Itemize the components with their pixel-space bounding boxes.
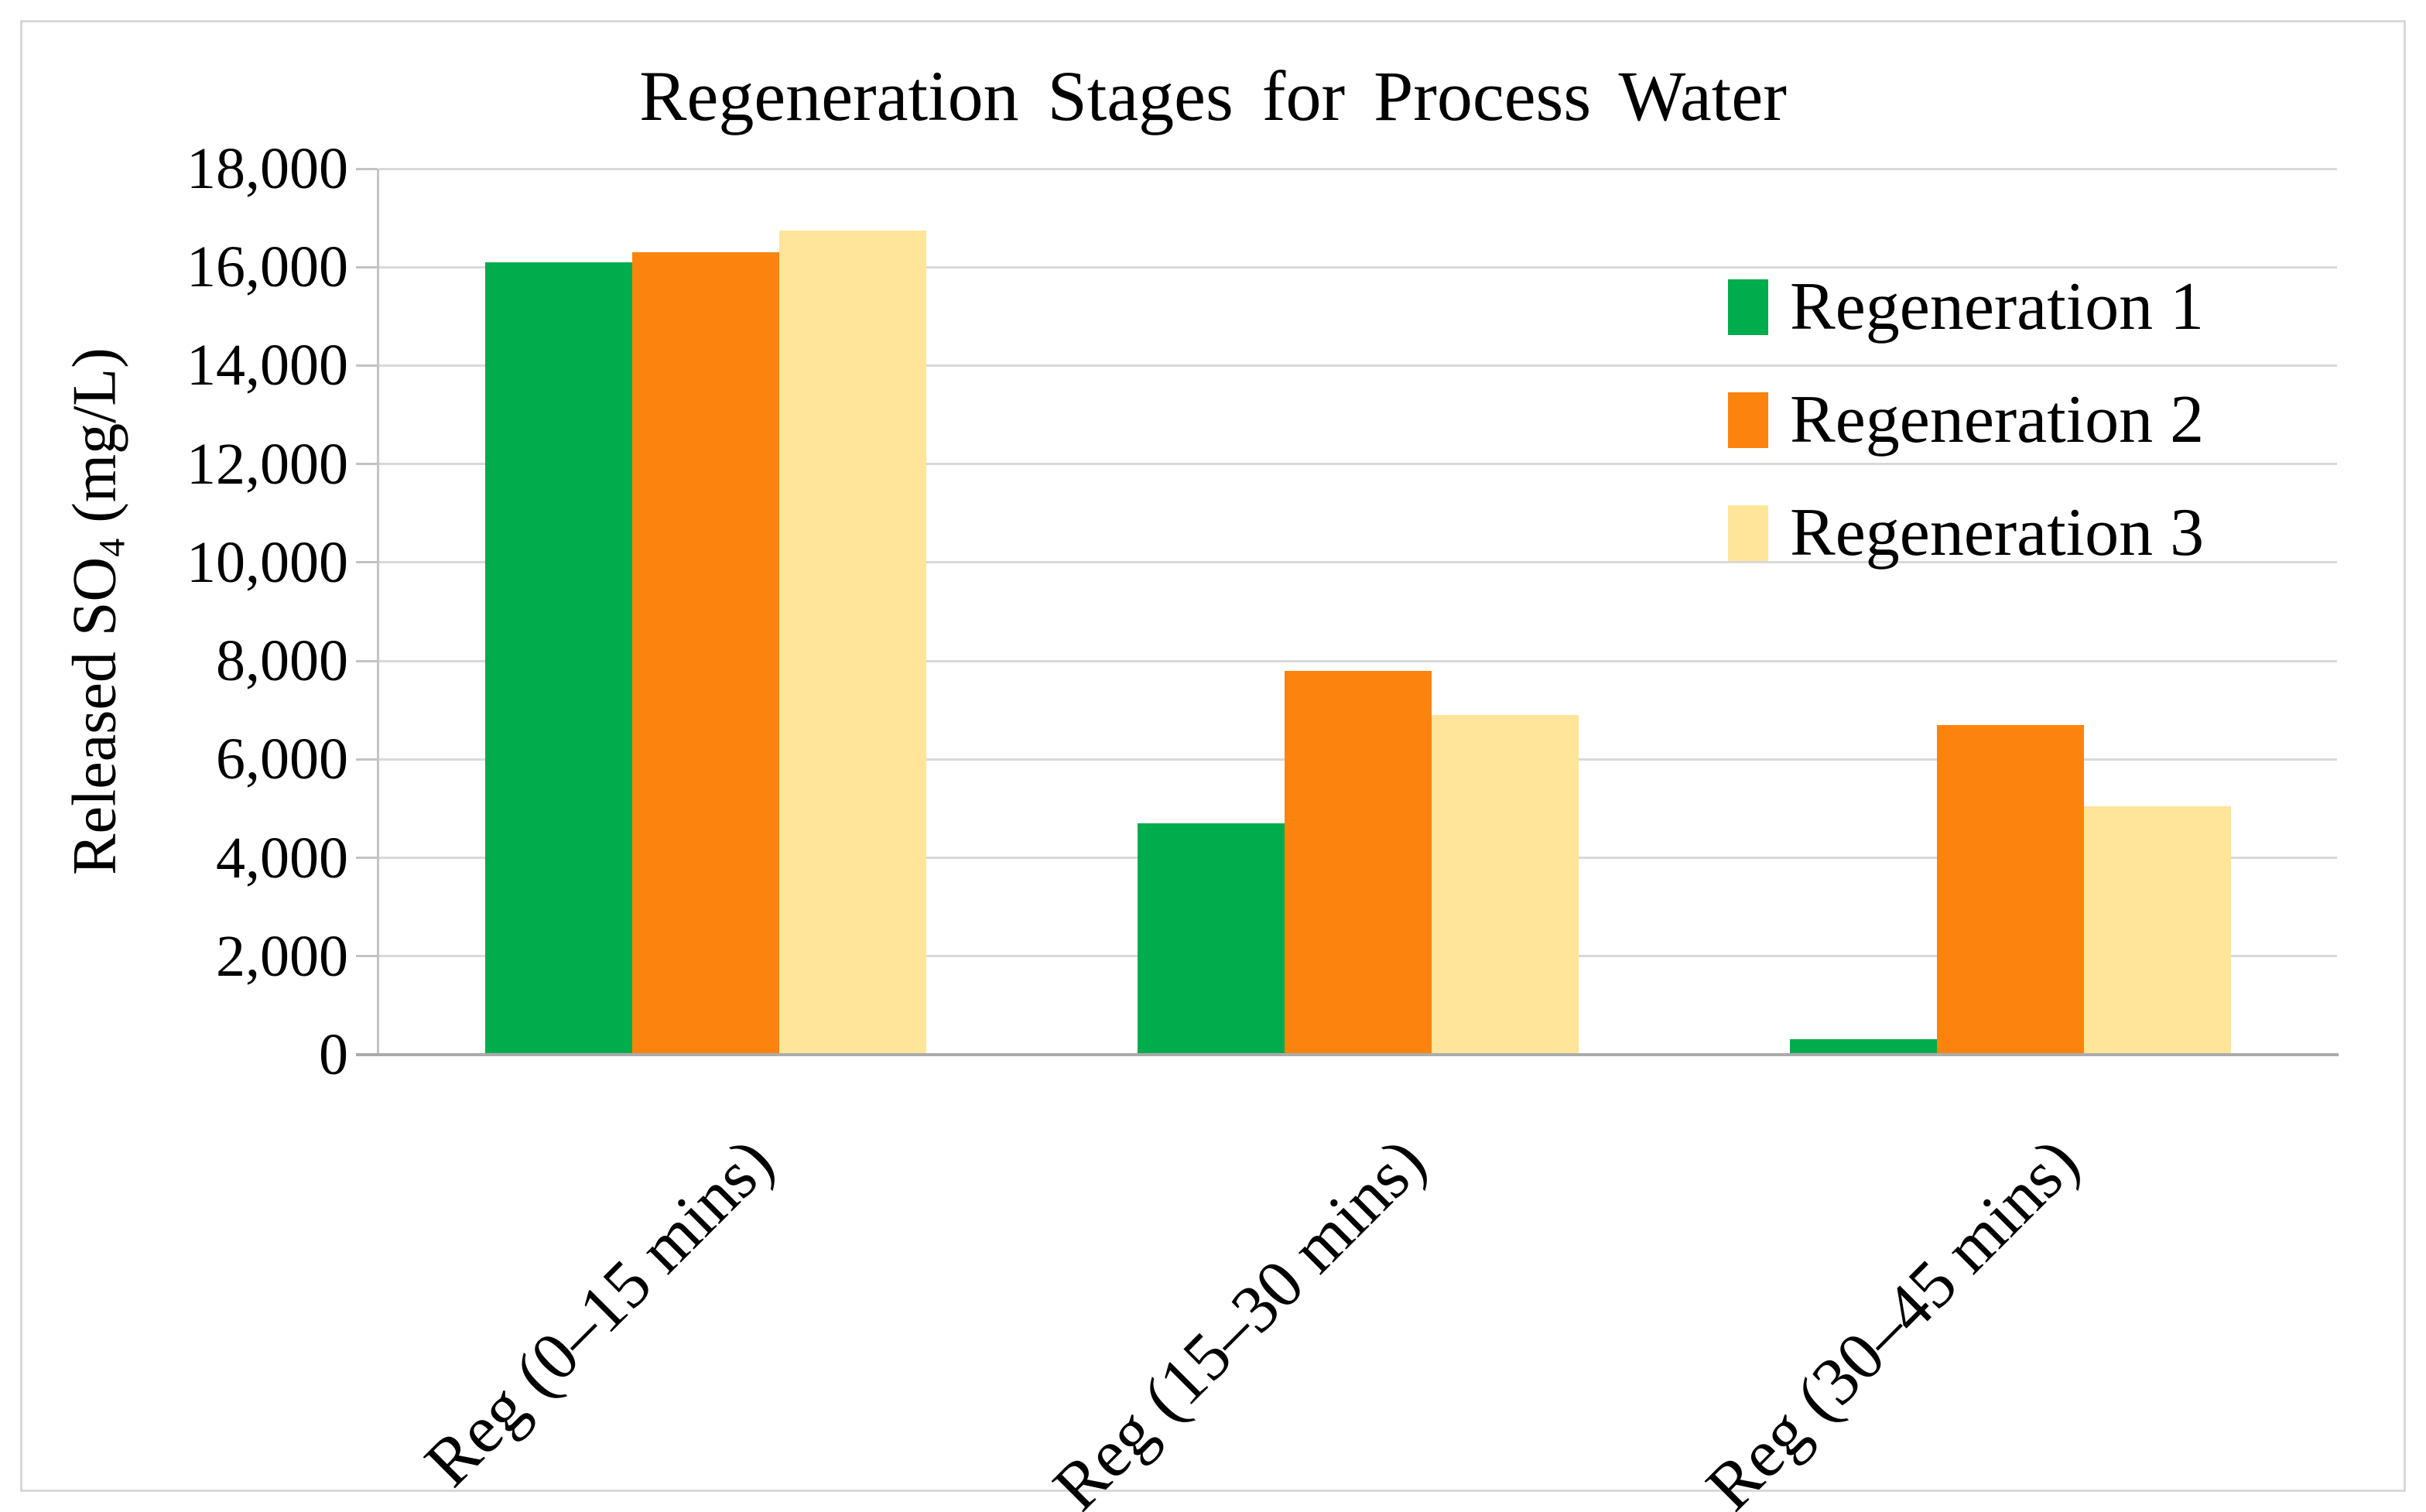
bar-series2-cat1 [631,252,779,1055]
y-axis-title-text: Released SO [60,556,129,875]
gridline-18000 [379,167,2337,170]
legend-label: Regeneration 3 [1790,495,2205,570]
y-tick-6000 [356,758,378,761]
gridline-16000 [379,265,2337,269]
legend-swatch-icon [1728,505,1768,561]
x-axis-line [356,1053,2339,1056]
y-tick-label-4000: 4,000 [216,825,348,891]
bar-series1-cat2 [1138,823,1285,1055]
legend-item-1: Regeneration 1 [1728,272,2204,342]
y-axis-title-subscript: 4 [91,538,133,557]
y-tick-label-6000: 6,000 [216,727,348,792]
y-tick-14000 [356,364,378,367]
gridline-8000 [379,659,2337,662]
bar-series1-cat3 [1790,1038,1938,1055]
y-tick-label-2000: 2,000 [216,923,348,989]
y-tick-16000 [356,265,378,269]
y-axis-title-units: (mg/L) [60,347,129,539]
legend-swatch-icon [1728,279,1768,335]
bar-series3-cat2 [1432,715,1579,1055]
y-tick-label-14000: 14,000 [186,333,348,399]
legend: Regeneration 1 Regeneration 2 Regeneration… [1728,272,2204,568]
bar-series2-cat2 [1285,670,1432,1055]
legend-label: Regeneration 1 [1790,269,2205,344]
y-tick-10000 [356,561,378,564]
y-tick-label-8000: 8,000 [216,628,348,694]
y-tick-2000 [356,955,378,958]
gridline-12000 [379,463,2337,466]
legend-swatch-icon [1728,392,1768,448]
bar-series3-cat3 [2084,806,2232,1055]
y-tick-4000 [356,857,378,860]
y-tick-12000 [356,463,378,466]
bar-series3-cat1 [778,230,926,1055]
gridline-10000 [379,561,2337,564]
gridline-14000 [379,364,2337,367]
legend-label: Regeneration 2 [1790,382,2205,457]
y-tick-label-12000: 12,000 [186,431,348,497]
y-tick-18000 [356,167,378,170]
y-tick-label-16000: 16,000 [186,234,348,300]
chart-title: Regeneration Stages for Process Water [639,56,1787,135]
y-tick-label-10000: 10,000 [186,529,348,595]
y-tick-label-18000: 18,000 [186,136,348,201]
legend-item-3: Regeneration 3 [1728,498,2204,568]
bar-series1-cat1 [484,262,632,1055]
y-tick-8000 [356,659,378,662]
y-axis-line [377,169,379,1056]
bar-series2-cat3 [1937,724,2085,1055]
plot-area [379,167,2337,1055]
legend-item-2: Regeneration 2 [1728,385,2204,455]
y-tick-label-0: 0 [319,1022,348,1087]
